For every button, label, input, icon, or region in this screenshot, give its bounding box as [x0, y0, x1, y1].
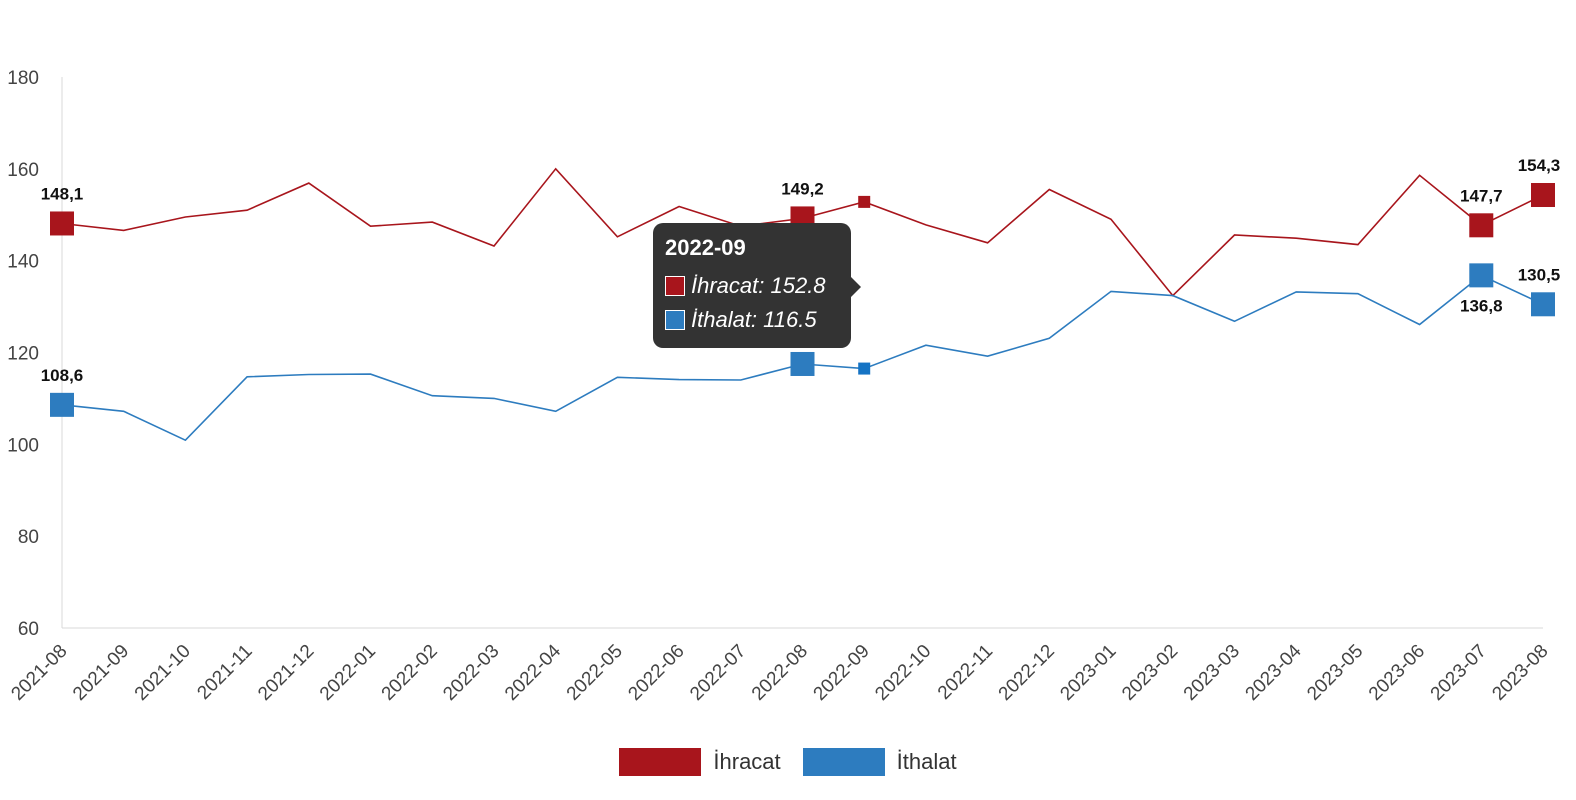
series-marker[interactable]: [50, 211, 74, 236]
tooltip-row-ithalat: İthalat: 116.5: [665, 307, 839, 333]
data-label: 148,1: [41, 184, 84, 203]
x-tick-label: 2021-12: [254, 641, 318, 705]
legend-label-ithalat: İthalat: [896, 749, 957, 774]
y-tick-label: 140: [7, 252, 39, 273]
y-tick-label: 180: [7, 68, 39, 89]
y-tick-label: 160: [7, 160, 39, 181]
hover-marker[interactable]: [858, 362, 871, 375]
x-tick-label: 2023-05: [1303, 641, 1367, 705]
y-tick-label: 100: [7, 435, 39, 456]
x-tick-label: 2022-08: [748, 641, 812, 705]
x-tick-label: 2022-01: [316, 641, 380, 705]
x-tick-label: 2022-07: [686, 641, 750, 705]
tooltip-swatch-ithalat: [665, 310, 685, 330]
data-label: 147,7: [1460, 186, 1503, 205]
tooltip-label-ihracat: İhracat: 152.8: [691, 273, 826, 298]
x-tick-label: 2023-03: [1180, 641, 1244, 705]
tooltip-row-ihracat: İhracat: 152.8: [665, 273, 839, 299]
y-tick-label: 60: [18, 619, 39, 640]
series-marker[interactable]: [50, 392, 74, 417]
x-tick-label: 2023-04: [1242, 640, 1306, 704]
series-marker[interactable]: [1469, 263, 1494, 288]
tooltip-swatch-ihracat: [665, 276, 685, 296]
series-marker[interactable]: [1469, 213, 1494, 238]
y-tick-label: 80: [18, 527, 39, 548]
x-tick-label: 2022-02: [378, 641, 442, 705]
y-tick-labels: 60 80 100 120 140 160 180: [7, 68, 39, 640]
legend-swatch-ithalat: [802, 748, 885, 776]
x-tick-label: 2021-09: [69, 641, 133, 705]
x-tick-label: 2022-04: [501, 640, 565, 704]
x-tick-label: 2022-12: [995, 641, 1059, 705]
hover-marker[interactable]: [858, 195, 871, 208]
x-tick-label: 2021-11: [193, 641, 256, 704]
data-label: 130,5: [1518, 265, 1561, 284]
legend-swatch-ihracat: [619, 748, 702, 776]
x-tick-label: 2022-03: [439, 641, 503, 705]
data-label: 136,8: [1460, 296, 1503, 315]
x-tick-label: 2021-10: [131, 641, 195, 705]
tooltip-title: 2022-09: [665, 235, 746, 260]
x-tick-label: 2021-08: [7, 641, 71, 705]
data-label: 108,6: [41, 366, 84, 385]
legend-item-ihracat[interactable]: İhracat: [619, 748, 781, 776]
data-label: 149,2: [781, 179, 824, 198]
x-tick-label: 2023-08: [1488, 641, 1552, 705]
data-label: 154,3: [1518, 156, 1561, 175]
tooltip-label-ithalat: İthalat: 116.5: [691, 307, 817, 332]
y-tick-label: 120: [7, 344, 39, 365]
x-tick-label: 2023-01: [1056, 641, 1120, 705]
tooltip: 2022-09 İhracat: 152.8 İthalat: 116.5: [653, 223, 861, 348]
x-tick-label: 2022-10: [871, 641, 935, 705]
x-tick-label: 2022-11: [934, 641, 997, 704]
series-marker[interactable]: [1531, 183, 1555, 208]
x-tick-labels: 2021-082021-092021-102021-112021-122022-…: [7, 640, 1552, 704]
x-tick-label: 2022-09: [810, 641, 874, 705]
legend: İhracat İthalat: [0, 748, 1576, 776]
legend-label-ihracat: İhracat: [713, 749, 781, 774]
x-tick-label: 2022-06: [624, 641, 688, 705]
series-marker[interactable]: [1531, 292, 1555, 317]
legend-item-ithalat[interactable]: İthalat: [802, 748, 957, 776]
x-tick-label: 2023-06: [1365, 641, 1429, 705]
x-tick-label: 2022-05: [563, 641, 627, 705]
x-tick-label: 2023-02: [1118, 641, 1182, 705]
series-markers: [50, 183, 1555, 417]
x-tick-label: 2023-07: [1427, 641, 1491, 705]
series-marker[interactable]: [790, 351, 815, 376]
